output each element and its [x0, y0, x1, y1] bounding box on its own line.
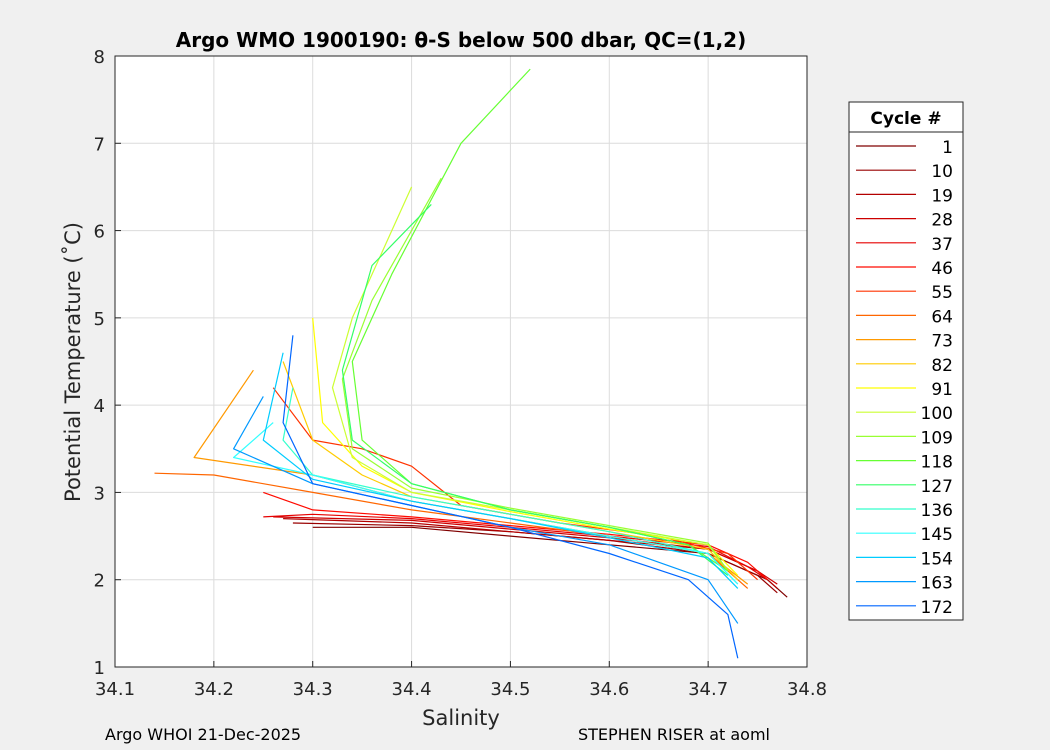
x-tick-label: 34.3 — [293, 679, 333, 700]
y-tick-label: 5 — [94, 309, 105, 330]
legend-label: 109 — [921, 428, 953, 448]
y-tick-label: 2 — [94, 571, 105, 592]
y-tick-label: 3 — [94, 483, 105, 504]
series-line-cycle-109 — [341, 177, 729, 572]
y-tick-label: 1 — [94, 658, 105, 679]
x-tick-label: 34.8 — [787, 679, 827, 700]
chart-title: Argo WMO 1900190: θ-S below 500 dbar, QC… — [176, 28, 746, 52]
legend-label: 55 — [931, 283, 953, 303]
legend-label: 10 — [931, 162, 953, 182]
legend-title: Cycle # — [870, 109, 941, 129]
x-tick-label: 34.5 — [490, 679, 530, 700]
legend-label: 172 — [921, 598, 953, 618]
legend-label: 28 — [931, 211, 953, 231]
series-line-cycle-127 — [341, 203, 729, 576]
x-axis-label: Salinity — [422, 706, 500, 730]
legend-label: 64 — [931, 307, 953, 327]
legend-label: 163 — [921, 574, 953, 594]
legend-label: 145 — [921, 525, 953, 545]
y-tick-label: 4 — [94, 396, 105, 417]
x-tick-label: 34.1 — [95, 679, 135, 700]
footer-left: Argo WHOI 21-Dec-2025 — [105, 725, 302, 744]
series-line-cycle-154 — [262, 352, 739, 589]
x-tick-label: 34.7 — [688, 679, 728, 700]
legend-label: 1 — [942, 138, 953, 158]
x-tick-label: 34.4 — [392, 679, 432, 700]
legend-label: 127 — [921, 477, 953, 497]
legend-label: 118 — [921, 453, 953, 473]
series-line-cycle-136 — [282, 387, 739, 585]
plot-area — [115, 56, 807, 667]
y-tick-label: 8 — [94, 47, 105, 68]
legend-label: 82 — [931, 356, 953, 376]
plot-frame — [114, 55, 808, 668]
y-axis-label: Potential Temperature (˚C) — [61, 222, 85, 502]
series-line-cycle-37 — [263, 513, 768, 581]
legend-label: 154 — [921, 549, 953, 569]
legend-label: 19 — [931, 186, 953, 206]
footer-right: STEPHEN RISER at aoml — [578, 725, 770, 744]
legend-label: 100 — [921, 404, 953, 424]
legend-label: 73 — [931, 332, 953, 352]
series-line-cycle-172 — [282, 335, 739, 659]
y-tick-label: 6 — [94, 222, 105, 243]
x-tick-label: 34.2 — [194, 679, 234, 700]
series-line-cycle-100 — [331, 186, 729, 572]
y-tick-label: 7 — [94, 134, 105, 155]
legend-entries: 1 10 19 28 37 46 55 64 73 82 91 100 109 118 127 136 145 1… — [856, 138, 953, 618]
tick-layer: 34.1 34.2 34.3 34.4 34.5 34.6 34.7 34.8 1 2 3 4 5 6 7 8 — [94, 47, 827, 700]
legend-label: 46 — [931, 259, 953, 279]
series-layer — [154, 68, 788, 659]
legend-label: 136 — [921, 501, 953, 521]
legend-label: 91 — [931, 380, 953, 400]
legend-label: 37 — [931, 235, 953, 255]
legend: Cycle # 1 10 19 28 37 46 55 64 73 82 91 100 109 118 12… — [848, 101, 964, 621]
x-tick-label: 34.6 — [589, 679, 629, 700]
